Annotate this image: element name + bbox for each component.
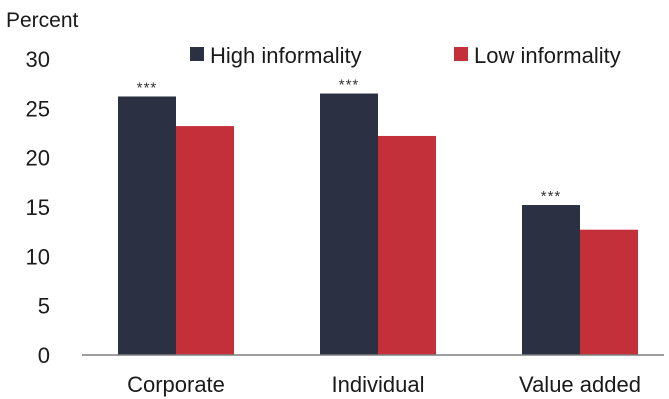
y-tick-label: 30 (26, 47, 50, 72)
legend-swatch-low-informality (454, 47, 468, 61)
bar-high-informality-corporate (118, 96, 176, 355)
significance-annotation: *** (137, 79, 158, 96)
significance-annotations: *** *** *** (137, 77, 562, 205)
y-axis-unit-label: Percent (6, 9, 79, 32)
bar-low-informality-corporate (176, 126, 234, 356)
category-label-individual: Individual (332, 372, 425, 397)
y-axis-ticks: 0 5 10 15 20 25 30 (26, 47, 50, 368)
category-label-value-added: Value added (519, 372, 641, 397)
bar-high-informality-individual (320, 93, 378, 356)
significance-annotation: *** (541, 188, 562, 205)
y-tick-label: 15 (26, 195, 50, 220)
y-tick-label: 20 (26, 146, 50, 171)
bars (118, 93, 638, 356)
y-tick-label: 10 (26, 244, 50, 269)
bar-low-informality-individual (378, 135, 436, 355)
legend-label-high-informality: High informality (210, 43, 362, 68)
y-tick-label: 25 (26, 96, 50, 121)
y-tick-label: 0 (38, 343, 50, 368)
bar-low-informality-value-added (580, 229, 638, 355)
legend: High informality Low informality (190, 43, 621, 68)
category-label-corporate: Corporate (127, 372, 225, 397)
y-tick-label: 5 (38, 294, 50, 319)
significance-annotation: *** (339, 77, 360, 94)
legend-swatch-high-informality (190, 47, 204, 61)
legend-label-low-informality: Low informality (474, 43, 621, 68)
category-labels: Corporate Individual Value added (127, 372, 641, 397)
bar-high-informality-value-added (522, 205, 580, 355)
